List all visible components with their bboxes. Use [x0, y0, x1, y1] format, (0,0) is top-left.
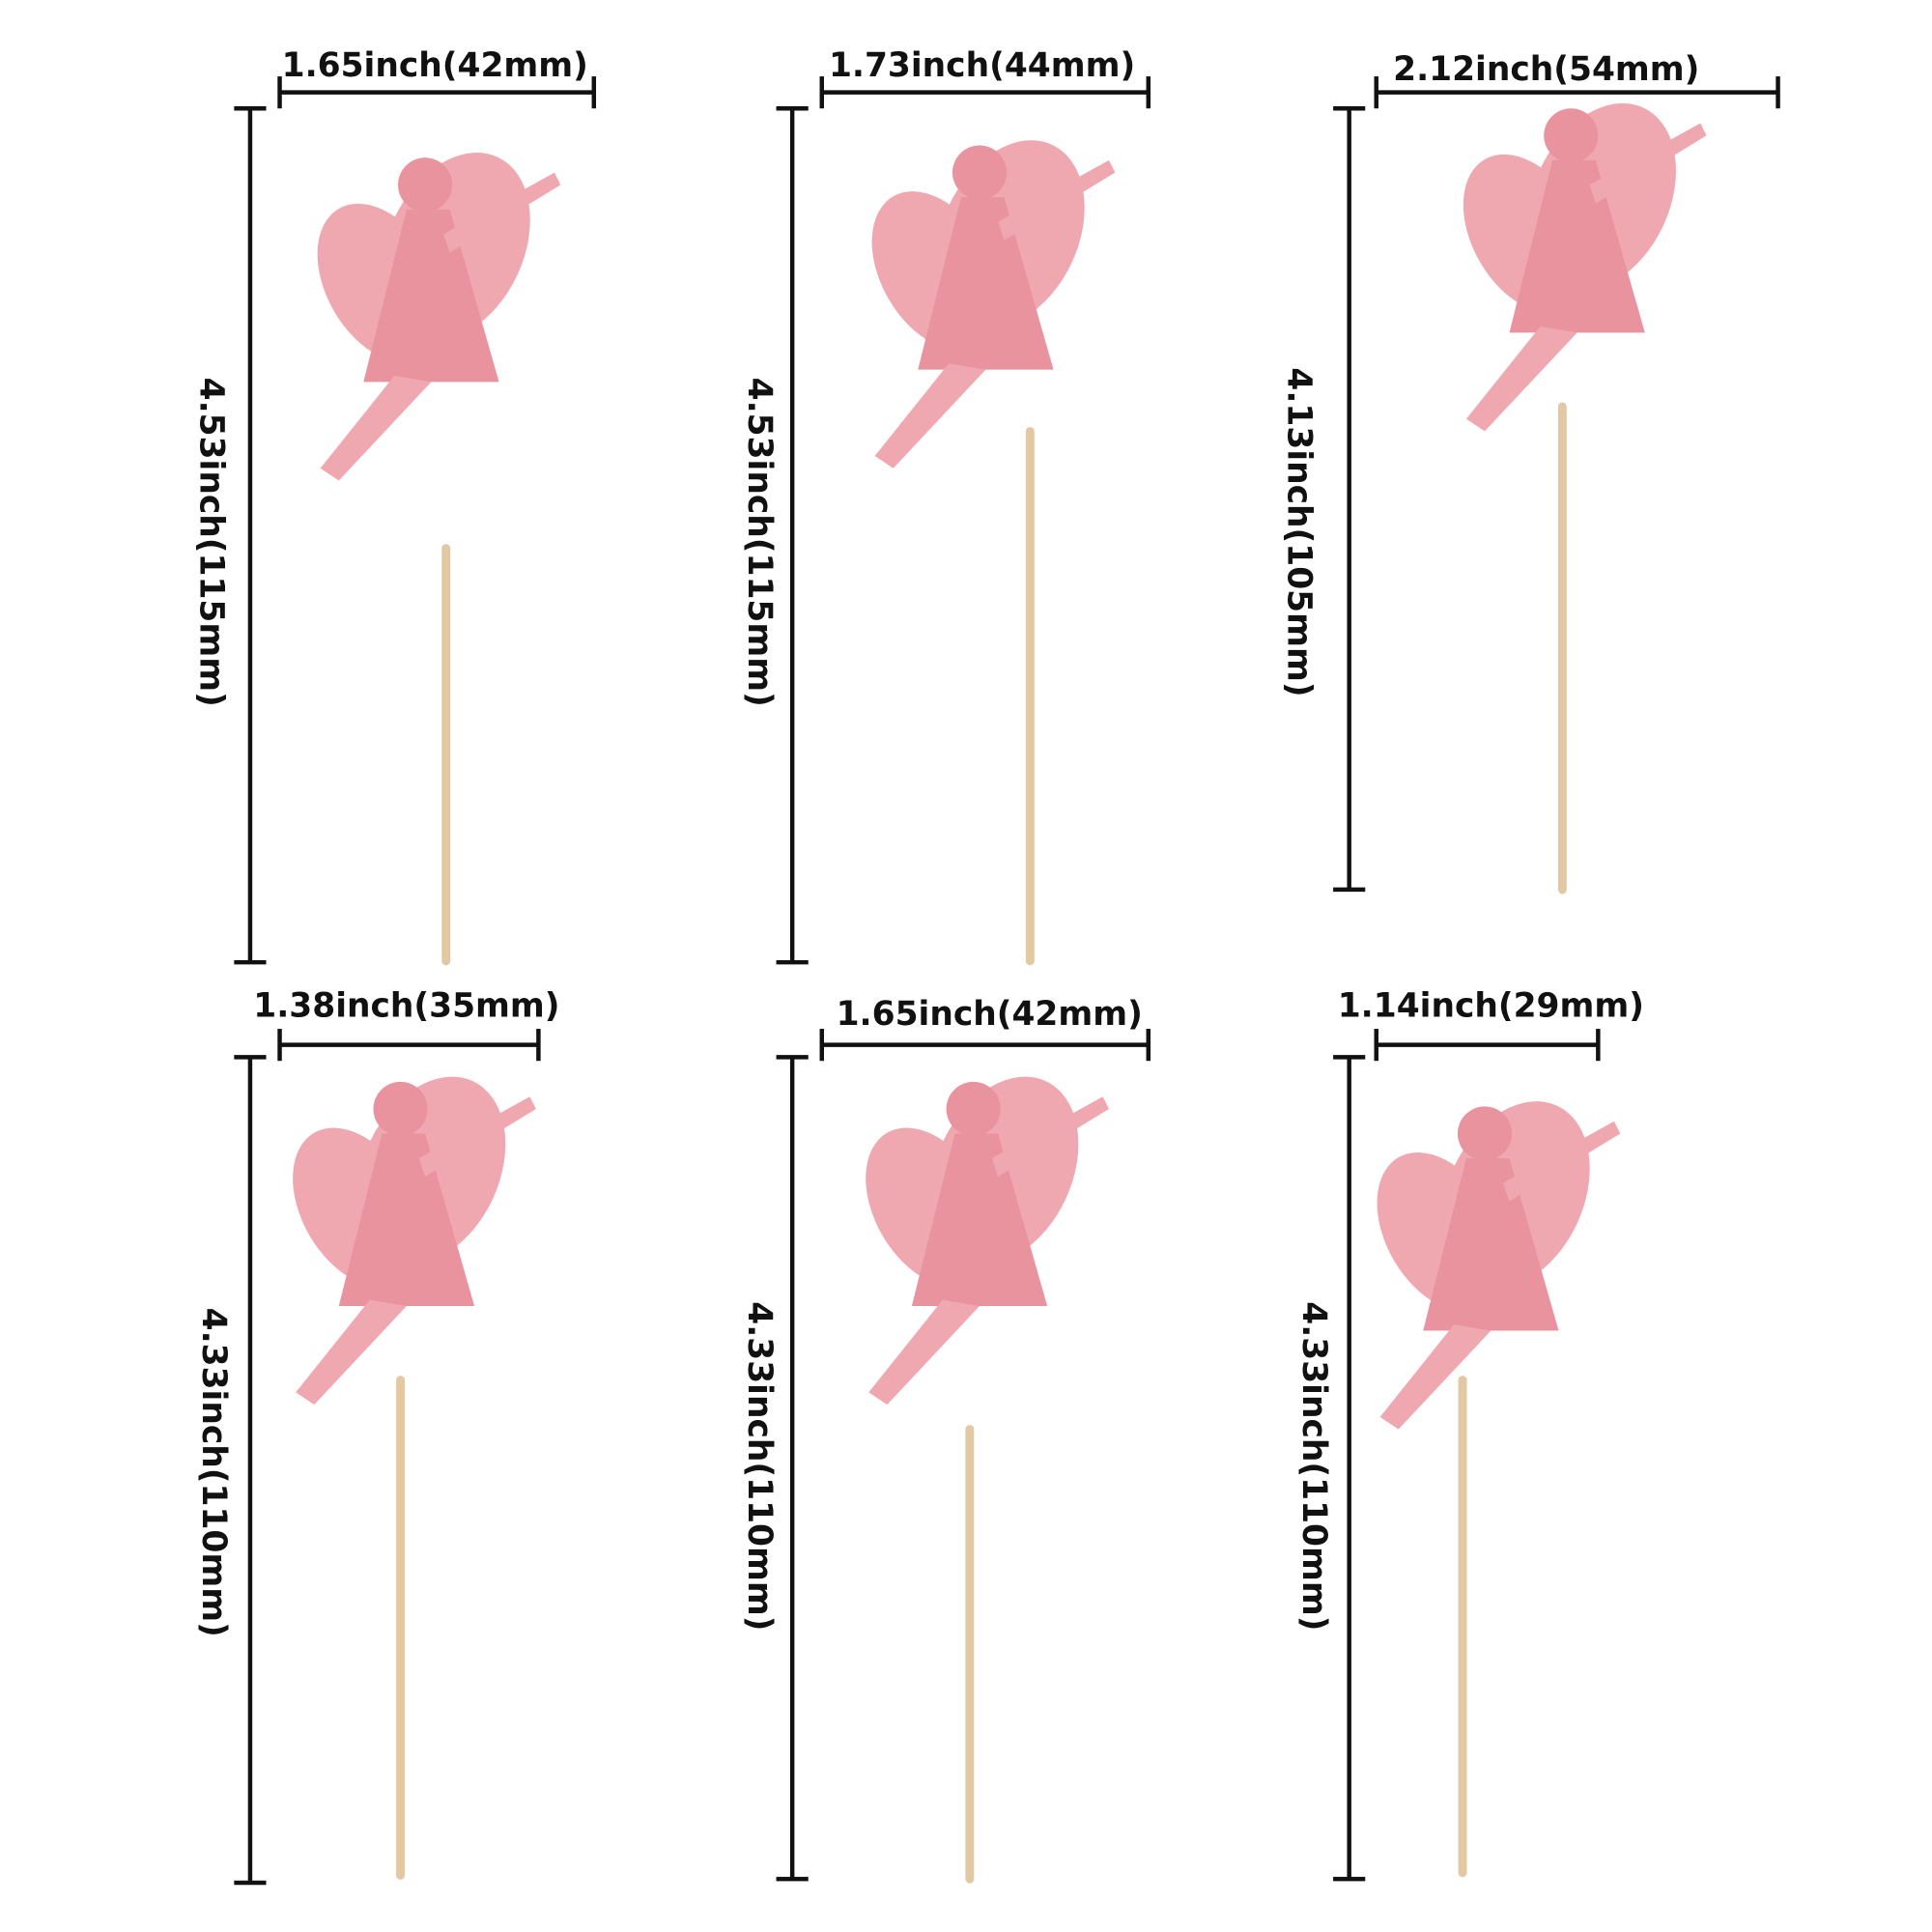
cake-topper-5: 1.65inch(42mm) 4.33inch(110mm) — [740, 995, 1151, 1884]
height-dimension: 4.53inch(115mm) — [740, 106, 809, 965]
fairy-dress — [918, 197, 1054, 370]
width-label: 2.12inch(54mm) — [1393, 50, 1699, 89]
width-dimension: 1.65inch(42mm) — [277, 46, 597, 109]
fairy-leg — [868, 1299, 980, 1406]
glitter-fairy-silhouette — [1377, 1101, 1621, 1430]
fairy-leg — [874, 363, 986, 469]
width-dimension: 2.12inch(54mm) — [1374, 50, 1780, 109]
fairy-head — [1457, 1106, 1513, 1161]
glitter-fairy-silhouette — [293, 1076, 536, 1406]
fairy-dress — [911, 1133, 1048, 1307]
height-label: 4.53inch(115mm) — [191, 378, 230, 707]
height-label: 4.53inch(115mm) — [740, 378, 779, 707]
height-dimension: 4.13inch(105mm) — [1280, 106, 1366, 893]
fairy-leg — [1465, 327, 1577, 432]
fairy-dress — [363, 209, 499, 383]
glitter-fairy-silhouette — [1463, 102, 1707, 432]
cake-topper-3: 2.12inch(54mm) 4.13inch(105mm) — [1280, 50, 1780, 895]
width-label: 1.73inch(44mm) — [829, 46, 1135, 85]
fairy-head — [397, 157, 453, 213]
width-label: 1.38inch(35mm) — [253, 986, 559, 1025]
cake-topper-1: 1.65inch(42mm) 4.53inch(115mm) — [191, 46, 597, 966]
fairy-leg — [296, 1299, 407, 1406]
width-label: 1.65inch(42mm) — [837, 995, 1143, 1034]
fairy-arm — [418, 1096, 536, 1178]
width-dimension: 1.73inch(44mm) — [819, 46, 1151, 109]
fairy-head — [946, 1081, 1001, 1137]
fairy-arm — [443, 172, 561, 253]
height-dimension: 4.33inch(110mm) — [740, 1055, 809, 1882]
fairy-arm — [1589, 123, 1707, 204]
glitter-fairy-silhouette — [317, 152, 561, 481]
height-label: 4.33inch(110mm) — [740, 1301, 779, 1631]
fairy-arm — [991, 1096, 1109, 1178]
glitter-fairy-silhouette — [871, 140, 1116, 469]
fairy-dress — [338, 1133, 475, 1307]
height-label: 4.13inch(105mm) — [1280, 367, 1319, 696]
height-label: 4.33inch(110mm) — [1294, 1301, 1333, 1631]
width-dimension: 1.14inch(29mm) — [1338, 986, 1644, 1062]
height-dimension: 4.33inch(110mm) — [1294, 1055, 1366, 1882]
fairy-arm — [998, 159, 1116, 241]
cake-topper-4: 1.38inch(35mm) 4.33inch(110mm) — [194, 986, 560, 1886]
width-label: 1.14inch(29mm) — [1338, 986, 1644, 1025]
glitter-fairy-silhouette — [866, 1076, 1109, 1406]
fairy-leg — [1379, 1324, 1492, 1430]
width-dimension: 1.38inch(35mm) — [253, 986, 560, 1062]
height-dimension: 4.53inch(115mm) — [191, 106, 267, 965]
width-label: 1.65inch(42mm) — [282, 46, 588, 85]
fairy-head — [1544, 108, 1599, 163]
cake-topper-6: 1.14inch(29mm) 4.33inch(110mm) — [1294, 986, 1644, 1882]
cake-topper-2: 1.73inch(44mm) 4.53inch(115mm) — [740, 46, 1151, 966]
fairy-leg — [320, 376, 432, 481]
height-dimension: 4.33inch(110mm) — [194, 1055, 267, 1886]
fairy-dress — [1423, 1157, 1559, 1331]
width-dimension: 1.65inch(42mm) — [819, 995, 1151, 1062]
height-label: 4.33inch(110mm) — [194, 1308, 233, 1637]
fairy-arm — [1503, 1121, 1621, 1202]
fairy-head — [373, 1081, 428, 1137]
fairy-dress — [1509, 159, 1645, 333]
fairy-head — [952, 145, 1008, 200]
